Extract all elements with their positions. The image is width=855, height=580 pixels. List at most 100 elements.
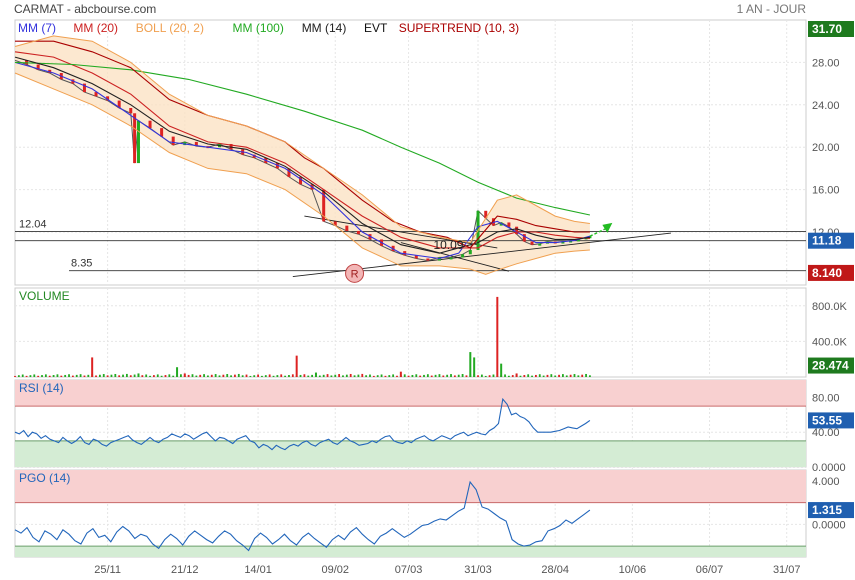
price-candle xyxy=(538,243,542,246)
price-candle xyxy=(484,210,488,219)
price-candle xyxy=(117,100,121,108)
series-mm100 xyxy=(14,61,591,216)
volume-bar xyxy=(453,375,456,377)
volume-bar xyxy=(303,374,306,377)
volume-bar xyxy=(33,374,36,377)
volume-bar xyxy=(199,374,202,377)
volume-bar xyxy=(419,375,422,377)
price-candle xyxy=(530,241,534,245)
volume-bar xyxy=(295,355,298,377)
forecast-arrow-head xyxy=(602,222,613,233)
price-candle xyxy=(333,221,337,226)
volume-bar xyxy=(64,374,67,377)
volume-bar xyxy=(68,374,70,377)
price-y-tick-label: 20.00 xyxy=(812,142,840,154)
volume-bar xyxy=(75,374,78,377)
volume-bar xyxy=(230,375,232,377)
volume-bar xyxy=(488,375,491,377)
volume-bar xyxy=(214,374,217,377)
volume-y-tick-label: 800.0K xyxy=(812,301,848,313)
volume-bar xyxy=(442,375,445,377)
price-candle xyxy=(561,241,565,244)
volume-bar xyxy=(376,375,379,377)
volume-bar xyxy=(261,375,263,377)
series-mm20 xyxy=(14,51,590,249)
price-badge-value: 8.140 xyxy=(812,266,842,280)
volume-bar xyxy=(133,374,136,377)
volume-bar xyxy=(29,375,32,377)
period-label[interactable]: 1 AN - JOUR xyxy=(737,2,807,16)
volume-bar xyxy=(538,374,541,377)
rsi-y-tick-label: 80.00 xyxy=(812,392,840,404)
volume-bar xyxy=(326,374,329,377)
volume-bar xyxy=(14,375,16,377)
volume-bar xyxy=(558,374,560,377)
volume-bar xyxy=(222,374,225,377)
price-candle xyxy=(136,120,140,164)
volume-bar xyxy=(585,373,587,377)
volume-bar xyxy=(407,375,410,377)
volume-bar xyxy=(365,375,368,377)
volume-bar xyxy=(284,375,286,377)
volume-bar xyxy=(276,375,279,377)
volume-bar xyxy=(399,371,402,377)
x-tick-label: 14/01 xyxy=(244,564,272,576)
volume-bar xyxy=(577,375,580,377)
pgo-title: PGO (14) xyxy=(19,471,70,485)
volume-bar xyxy=(507,375,510,377)
volume-bar xyxy=(195,375,198,377)
legend-mm14: MM (14) xyxy=(302,21,347,35)
volume-badge-value: 28.474 xyxy=(812,359,849,373)
volume-bar xyxy=(141,375,144,377)
volume-bar xyxy=(241,375,244,377)
volume-bar xyxy=(122,374,124,377)
volume-bar xyxy=(87,374,90,377)
price-candle xyxy=(160,128,164,137)
volume-bar xyxy=(79,374,82,377)
volume-bar xyxy=(403,374,406,377)
x-tick-label: 31/07 xyxy=(773,564,801,576)
price-candle xyxy=(194,141,198,147)
volume-bar xyxy=(357,374,360,377)
volume-bar xyxy=(535,374,537,377)
x-tick-label: 31/03 xyxy=(464,564,492,576)
volume-bar xyxy=(137,373,140,377)
price-line xyxy=(14,59,591,262)
volume-bar xyxy=(415,374,418,377)
volume-bar xyxy=(268,374,271,377)
volume-bar xyxy=(461,374,464,377)
volume-bar xyxy=(149,375,151,377)
rsi-badge-bg xyxy=(808,412,854,429)
volume-bar xyxy=(480,374,483,377)
volume-bar xyxy=(496,296,499,377)
volume-bar xyxy=(210,374,213,377)
volume-bar xyxy=(307,375,310,377)
volume-bar xyxy=(264,375,267,377)
volume-bar xyxy=(234,374,236,377)
legend-mm100: MM (100) xyxy=(233,21,284,35)
volume-bar xyxy=(469,352,472,377)
price-badge-value: 11.18 xyxy=(812,234,842,248)
volume-bar xyxy=(569,374,572,377)
volume-bar xyxy=(477,375,479,377)
price-candle xyxy=(507,222,511,227)
volume-bar xyxy=(515,373,518,377)
series-mm7 xyxy=(14,61,591,260)
volume-bar xyxy=(156,374,159,377)
pgo-y-tick-label: 4.000 xyxy=(812,476,840,488)
volume-bar xyxy=(280,374,283,377)
series-boll xyxy=(14,35,590,244)
price-y-tick-label: 28.00 xyxy=(812,57,840,69)
volume-bar xyxy=(56,374,59,377)
legend-evt: EVT xyxy=(364,21,388,35)
volume-bar xyxy=(226,374,229,377)
volume-bar xyxy=(361,373,364,377)
volume-bar xyxy=(249,375,252,377)
pgo-badge-bg xyxy=(808,502,854,519)
volume-bar xyxy=(550,374,553,377)
volume-bar xyxy=(372,375,375,377)
series-supertrend xyxy=(15,40,590,249)
volume-bar xyxy=(527,374,530,377)
volume-bar xyxy=(129,375,132,377)
rsi-badge-value: 53.55 xyxy=(812,413,842,427)
